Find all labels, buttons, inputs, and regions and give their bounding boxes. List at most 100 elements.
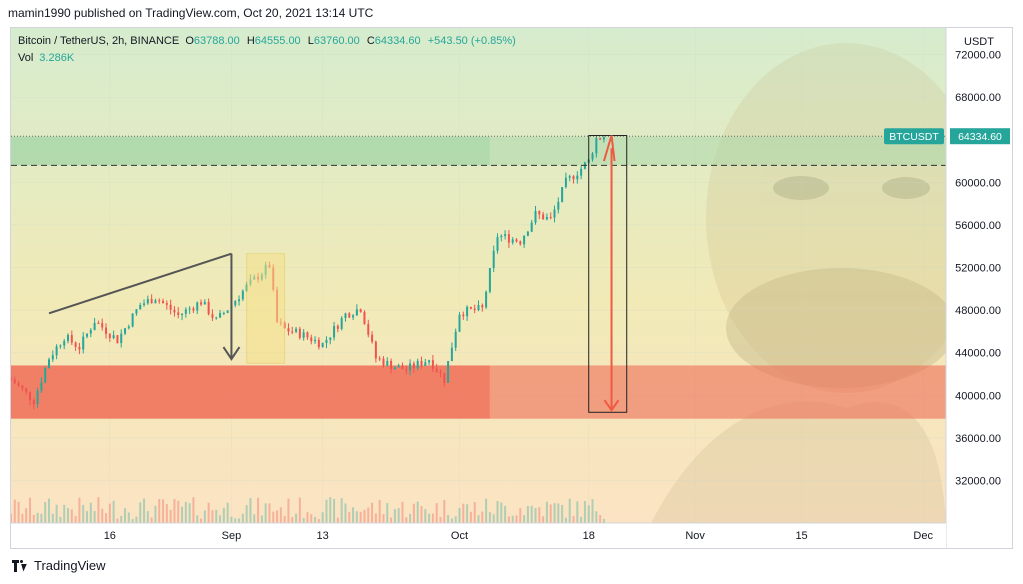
price-tick-label: 32000.00 <box>955 475 1001 487</box>
candle-body <box>165 303 168 305</box>
candle-body <box>439 371 442 373</box>
candle-body <box>333 325 336 338</box>
volume-bar <box>124 508 127 523</box>
volume-bar <box>545 501 548 523</box>
volume-bar <box>462 503 465 523</box>
candle-body <box>302 332 305 338</box>
candle-body <box>485 291 488 308</box>
candle-body <box>564 177 567 188</box>
volume-bar <box>317 518 320 523</box>
candle-body <box>11 379 12 381</box>
volume-bar <box>44 501 47 523</box>
candle-body <box>511 239 514 243</box>
volume-bar <box>580 516 583 523</box>
volume-bar <box>329 497 332 523</box>
horizontal-lines <box>11 135 946 166</box>
volume-bar <box>55 504 58 523</box>
volume-bar <box>36 512 39 523</box>
candle-body <box>549 216 552 218</box>
volume-bar <box>188 503 191 523</box>
volume-bar <box>583 501 586 523</box>
candle-body <box>454 331 457 348</box>
candle-body <box>363 311 366 325</box>
volume-bar <box>568 498 571 523</box>
candle-body <box>29 391 32 401</box>
volume-bar <box>469 511 472 523</box>
volume-bar <box>279 507 282 523</box>
volume-bar <box>549 504 552 523</box>
volume-bar <box>287 498 290 523</box>
candle-body <box>450 347 453 362</box>
volume-bar <box>587 505 590 523</box>
volume-bar <box>496 501 499 523</box>
candle-body <box>238 299 241 302</box>
highlight-box <box>246 253 286 364</box>
volume-bar <box>200 518 203 523</box>
volume-bar <box>352 507 355 523</box>
volume-bar <box>542 516 545 523</box>
volume-bar <box>435 503 438 523</box>
volume-bar <box>359 511 362 523</box>
candle-body <box>36 390 39 405</box>
volume-bar <box>146 511 149 523</box>
time-tick-label: 16 <box>104 530 116 542</box>
volume-bar <box>116 518 119 523</box>
volume-bar <box>112 500 115 523</box>
projection-box <box>588 135 628 413</box>
candle-body <box>355 309 358 316</box>
price-chart[interactable]: 72000.0068000.0064000.0060000.0056000.00… <box>11 28 1012 548</box>
symbol-title[interactable]: Bitcoin / TetherUS, 2h, BINANCE <box>18 35 180 47</box>
volume-bar <box>439 516 442 523</box>
candle-body <box>477 305 480 311</box>
time-axis[interactable] <box>11 523 946 548</box>
volume-bar <box>135 516 138 523</box>
candle-body <box>97 322 100 324</box>
candle-body <box>135 309 138 314</box>
candle-body <box>93 322 96 331</box>
volume-bar <box>561 504 564 523</box>
price-axis[interactable] <box>946 28 1012 523</box>
candle-body <box>211 314 214 318</box>
candle-body <box>120 333 123 344</box>
volume-bar <box>13 499 16 523</box>
candle-body <box>44 368 47 383</box>
candle-body <box>295 328 298 332</box>
candle-body <box>458 314 461 332</box>
candle-body <box>215 317 218 319</box>
volume-bar <box>306 512 309 523</box>
candle-body <box>105 327 108 334</box>
time-tick-label: 15 <box>795 530 807 542</box>
candle-body <box>188 308 191 310</box>
volume-bar <box>241 513 244 523</box>
volume-bar <box>93 511 96 523</box>
candle-body <box>382 358 385 366</box>
candle-body <box>504 234 507 236</box>
volume-bar <box>131 518 134 523</box>
candle-body <box>530 222 533 232</box>
volume-bar <box>59 517 62 523</box>
volume-bar <box>169 509 172 523</box>
volume-bar <box>215 509 218 523</box>
volume-bar <box>443 499 446 523</box>
footer: TradingView <box>12 558 106 573</box>
candle-body <box>207 301 210 315</box>
candle-body <box>234 301 237 306</box>
candle-body <box>409 363 412 371</box>
price-axis-labels: 72000.0068000.0064000.0060000.0056000.00… <box>955 50 1001 488</box>
candle-body <box>203 301 206 305</box>
volume-bar <box>17 501 20 523</box>
volume-bar <box>86 511 89 523</box>
volume-bar <box>298 497 301 523</box>
candle-body <box>336 325 339 329</box>
volume-value: 3.286K <box>39 52 75 64</box>
candle-body <box>67 335 70 342</box>
candle-body <box>420 360 423 366</box>
time-axis-labels: 16 Sep 13 Oct 18 Nov 15 Dec <box>104 530 934 542</box>
volume-bar <box>340 498 343 523</box>
candle-body <box>595 138 598 154</box>
candle-body <box>13 379 16 384</box>
candle-body <box>78 346 81 350</box>
candle-body <box>534 211 537 223</box>
volume-bar <box>348 511 351 523</box>
low-label: L <box>307 35 314 47</box>
